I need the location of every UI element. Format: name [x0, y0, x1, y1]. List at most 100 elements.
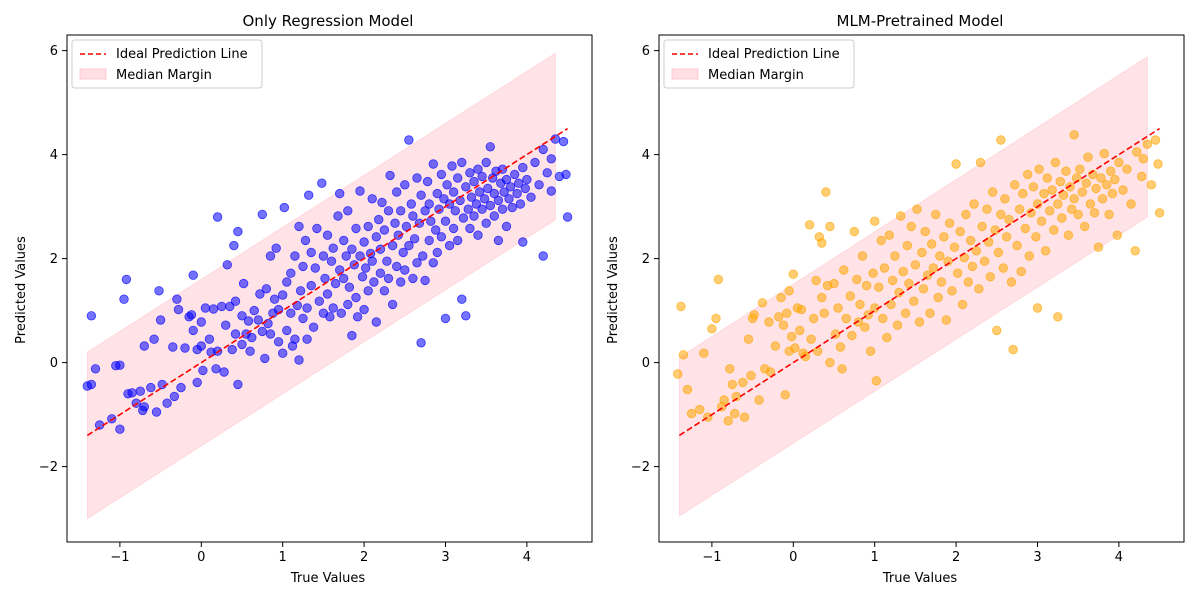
chart-title: MLM-Pretrained Model — [837, 12, 1004, 30]
scatter-point — [887, 275, 898, 286]
scatter-point — [447, 161, 457, 171]
scatter-point — [173, 304, 184, 315]
scatter-point — [787, 331, 797, 342]
scatter-point — [432, 247, 443, 258]
scatter-point — [1146, 180, 1157, 190]
scatter-point — [1089, 208, 1100, 218]
scatter-point — [416, 190, 426, 200]
scatter-point — [1097, 194, 1108, 204]
scatter-point — [499, 187, 509, 197]
scatter-point — [957, 299, 968, 310]
scatter-point — [738, 377, 748, 388]
scatter-point — [841, 313, 851, 324]
scatter-point — [1049, 225, 1059, 235]
scatter-point — [1008, 344, 1018, 355]
scatter-point — [825, 221, 835, 232]
scatter-point — [515, 199, 526, 209]
scatter-point — [115, 360, 125, 370]
scatter-point — [229, 240, 239, 251]
scatter-point — [1069, 130, 1079, 140]
scatter-point — [780, 390, 790, 400]
scatter-point — [878, 313, 888, 324]
scatter-point — [1061, 166, 1071, 176]
scatter-point — [1142, 139, 1153, 149]
scatter-point — [788, 269, 799, 279]
x-tick-label: 2 — [360, 550, 368, 565]
scatter-point — [863, 310, 873, 320]
scatter-point — [392, 261, 402, 272]
scatter-point — [344, 282, 355, 292]
scatter-point — [1050, 157, 1061, 168]
scatter-point — [953, 268, 963, 278]
scatter-point — [253, 315, 263, 325]
scatter-point — [546, 186, 557, 196]
scatter-point — [996, 135, 1006, 145]
scatter-point — [273, 337, 284, 347]
scatter-point — [146, 382, 156, 393]
scatter-point — [514, 178, 524, 188]
scatter-point — [1047, 185, 1057, 195]
scatter-point — [746, 370, 756, 381]
scatter-point — [314, 296, 325, 306]
scatter-point — [912, 204, 922, 214]
scatter-point — [507, 202, 517, 213]
scatter-point — [157, 379, 167, 390]
scatter-point — [534, 180, 544, 190]
scatter-point — [216, 301, 227, 312]
scatter-point — [326, 256, 337, 266]
scatter-point — [1001, 232, 1012, 242]
scatter-point — [1042, 173, 1053, 183]
scatter-point — [298, 313, 308, 324]
scatter-point — [1114, 157, 1124, 168]
scatter-point — [825, 357, 835, 368]
scatter-point — [420, 206, 430, 216]
scatter-point — [1093, 242, 1104, 252]
scatter-point — [727, 379, 738, 390]
scatter-point — [918, 284, 929, 294]
scatter-point — [933, 292, 943, 303]
scatter-point — [180, 343, 190, 353]
scatter-point — [874, 282, 884, 292]
scatter-point — [237, 311, 247, 321]
scatter-point — [678, 350, 689, 360]
scatter-point — [951, 159, 961, 169]
plot-frame — [658, 34, 1185, 543]
scatter-point — [1118, 185, 1128, 195]
scatter-point — [325, 312, 335, 322]
scatter-point — [1018, 188, 1028, 199]
scatter-point — [481, 218, 491, 228]
scatter-point — [510, 169, 520, 180]
scatter-point — [1039, 188, 1049, 199]
scatter-point — [473, 164, 483, 174]
scatter-point — [1034, 164, 1044, 174]
scatter-point — [233, 226, 243, 237]
scatter-point — [308, 322, 319, 332]
scatter-point — [879, 263, 890, 273]
scatter-point — [485, 200, 496, 211]
scatter-point — [1006, 277, 1017, 287]
scatter-point — [925, 308, 935, 318]
scatter-point — [382, 256, 392, 266]
scatter-point — [396, 206, 406, 216]
scatter-point — [436, 169, 447, 180]
scatter-point — [328, 303, 338, 313]
scatter-point — [673, 369, 683, 379]
scatter-point — [795, 325, 805, 336]
scatter-point — [139, 341, 150, 351]
scatter-point — [526, 192, 536, 202]
scatter-point — [115, 424, 125, 434]
legend-frame — [71, 39, 263, 89]
scatter-point — [1053, 199, 1063, 209]
scatter-point — [86, 311, 97, 321]
scatter-point — [1031, 232, 1041, 242]
scatter-point — [1053, 312, 1063, 322]
scatter-point — [1112, 230, 1123, 240]
scatter-point — [440, 313, 451, 324]
scatter-point — [408, 273, 418, 284]
y-tick-label: −2 — [631, 460, 650, 475]
scatter-point — [538, 144, 548, 155]
scatter-point — [347, 244, 357, 254]
scatter-point — [1057, 213, 1067, 223]
scatter-point — [949, 242, 960, 252]
scatter-point — [367, 256, 377, 266]
